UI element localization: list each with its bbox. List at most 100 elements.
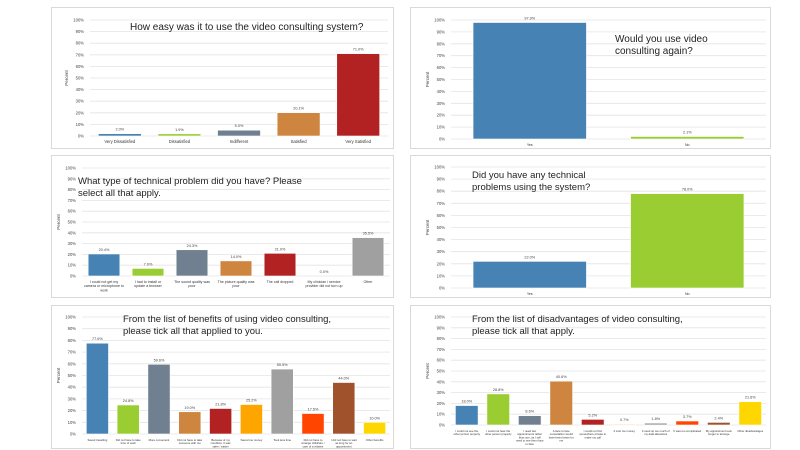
y-tick-label: 0% [70, 274, 76, 279]
x-tick-label: It cost me money [614, 429, 636, 433]
y-tick-label: 70% [68, 198, 77, 203]
bar-chart: 0% 10% 20% 30% 40% 50% 60% 70% 80% 90% 100% Percent… [425, 16, 766, 147]
chart-title: From the list of disadvantages of video … [472, 314, 683, 337]
data-label: 20.4% [99, 248, 110, 252]
bar [455, 405, 479, 426]
y-tick-label: 40% [437, 89, 446, 94]
y-axis-label: Percent [425, 362, 430, 378]
y-tick-label: 20% [68, 408, 77, 413]
data-label: 2.0% [115, 128, 124, 132]
y-tick-label: 10% [437, 273, 446, 278]
y-tick-label: 60% [76, 64, 85, 69]
data-label: 25.2% [246, 399, 257, 403]
x-tick-label: I could not hear the other person properl… [485, 429, 512, 436]
y-tick-label: 50% [437, 369, 446, 374]
data-label: 19.0% [184, 406, 195, 410]
bar [175, 249, 209, 277]
data-label: 1.8% [651, 417, 660, 421]
y-tick-label: 30% [437, 101, 446, 106]
x-tick-label: The picture quality was poor [218, 280, 255, 288]
chart-title: How easy was it to use the video consult… [130, 22, 364, 33]
y-tick-label: 90% [437, 29, 446, 34]
x-tick-label: Yes [527, 292, 533, 296]
x-tick-label: Other [364, 280, 374, 284]
bar [147, 363, 171, 435]
bar [116, 404, 140, 435]
bar [472, 22, 587, 140]
data-label: 14.0% [231, 255, 242, 259]
x-tick-label: I had to install or update a browser [134, 280, 163, 288]
bar-chart: 0% 10% 20% 30% 40% 50% 60% 70% 80% 90% 100% Percent… [56, 315, 390, 448]
bar-chart: 0% 10% 20% 30% 40% 50% 60% 70% 80% 90% 100% Percent… [425, 165, 766, 296]
bar [363, 422, 386, 435]
y-tick-label: 40% [76, 87, 85, 92]
chart-panel-use-again: 0% 10% 20% 30% 40% 50% 60% 70% 80% 90% 100% Percent… [410, 7, 771, 149]
data-label: 2.1% [683, 131, 692, 135]
y-tick-label: 100% [434, 315, 445, 320]
x-tick-label: The call dropped [267, 280, 294, 284]
bar [612, 423, 636, 426]
bar [276, 112, 321, 137]
x-tick-label: Yes [527, 143, 533, 147]
data-label: 44.0% [338, 377, 349, 381]
bar [157, 133, 202, 137]
y-tick-label: 100% [434, 165, 445, 170]
bar-chart: 0% 10% 20% 30% 40% 50% 60% 70% 80% 90% 100% Percent… [64, 18, 388, 144]
x-tick-label: Did not have to take time of work [116, 438, 141, 445]
x-tick-label: My clinician / service provider did not t… [306, 280, 343, 288]
y-tick-label: 40% [68, 385, 77, 390]
bar [644, 422, 668, 426]
y-tick-label: 60% [437, 213, 446, 218]
y-axis-label: Percent [64, 69, 69, 85]
y-tick-label: 70% [68, 350, 77, 355]
bar [219, 260, 253, 277]
chart-panel-disadvantages: 0% 10% 20% 30% 40% 50% 60% 70% 80% 90% 100% Percent… [410, 305, 771, 449]
bar [301, 413, 325, 435]
bar [263, 253, 297, 277]
y-tick-label: 10% [437, 125, 446, 130]
x-tick-label: Did not have to take someone with me [177, 438, 202, 445]
y-tick-label: 60% [437, 358, 446, 363]
x-tick-label: No [685, 292, 690, 296]
bar [518, 415, 542, 426]
y-tick-label: 60% [437, 65, 446, 70]
y-tick-label: 90% [437, 325, 446, 330]
y-tick-label: 0% [78, 134, 84, 139]
data-label: 8.6% [525, 410, 534, 414]
x-tick-label: Did not have to arrange childcare / care o… [301, 438, 324, 448]
chart-title: From the list of benefits of using video… [123, 314, 332, 337]
data-label: 97.9% [524, 16, 535, 20]
y-tick-label: 20% [437, 113, 446, 118]
x-tick-label: Very Dissatisfied [104, 139, 136, 144]
y-tick-label: 80% [437, 336, 446, 341]
y-tick-label: 40% [437, 237, 446, 242]
y-tick-label: 100% [65, 315, 76, 320]
y-tick-label: 0% [439, 423, 445, 428]
x-tick-label: Satisfied [291, 139, 308, 144]
y-tick-label: 60% [68, 361, 77, 366]
bar [630, 136, 745, 140]
x-tick-label: Saved me money [241, 438, 263, 442]
data-label: 35.5% [363, 232, 374, 236]
chart-panel-technical-problem-types: 0% 10% 20% 30% 40% 50% 60% 70% 80% 90% 100% Percent… [51, 155, 394, 298]
x-tick-label: No [685, 143, 690, 147]
y-tick-label: 30% [437, 390, 446, 395]
y-tick-label: 20% [76, 110, 85, 115]
y-tick-label: 90% [68, 176, 77, 181]
data-label: 5.2% [588, 413, 597, 417]
bar [217, 129, 261, 137]
bar [336, 53, 380, 137]
y-tick-label: 80% [68, 187, 77, 192]
x-tick-label: It used up too much of my data allowance [642, 429, 670, 436]
x-tick-label: I could not see the other person properly [453, 429, 480, 436]
x-tick-label: Indifferent [230, 139, 249, 144]
y-tick-label: 0% [439, 137, 445, 142]
bar-chart: 0% 10% 20% 30% 40% 50% 60% 70% 80% 90% 100% Percent… [56, 166, 390, 292]
y-axis-label: Percent [425, 71, 430, 87]
data-label: 5.0% [235, 124, 244, 128]
y-tick-label: 100% [73, 18, 84, 23]
bar [738, 401, 762, 426]
x-tick-label: More convenient [149, 438, 170, 442]
data-label: 71.0% [353, 48, 364, 52]
bar [270, 368, 294, 435]
